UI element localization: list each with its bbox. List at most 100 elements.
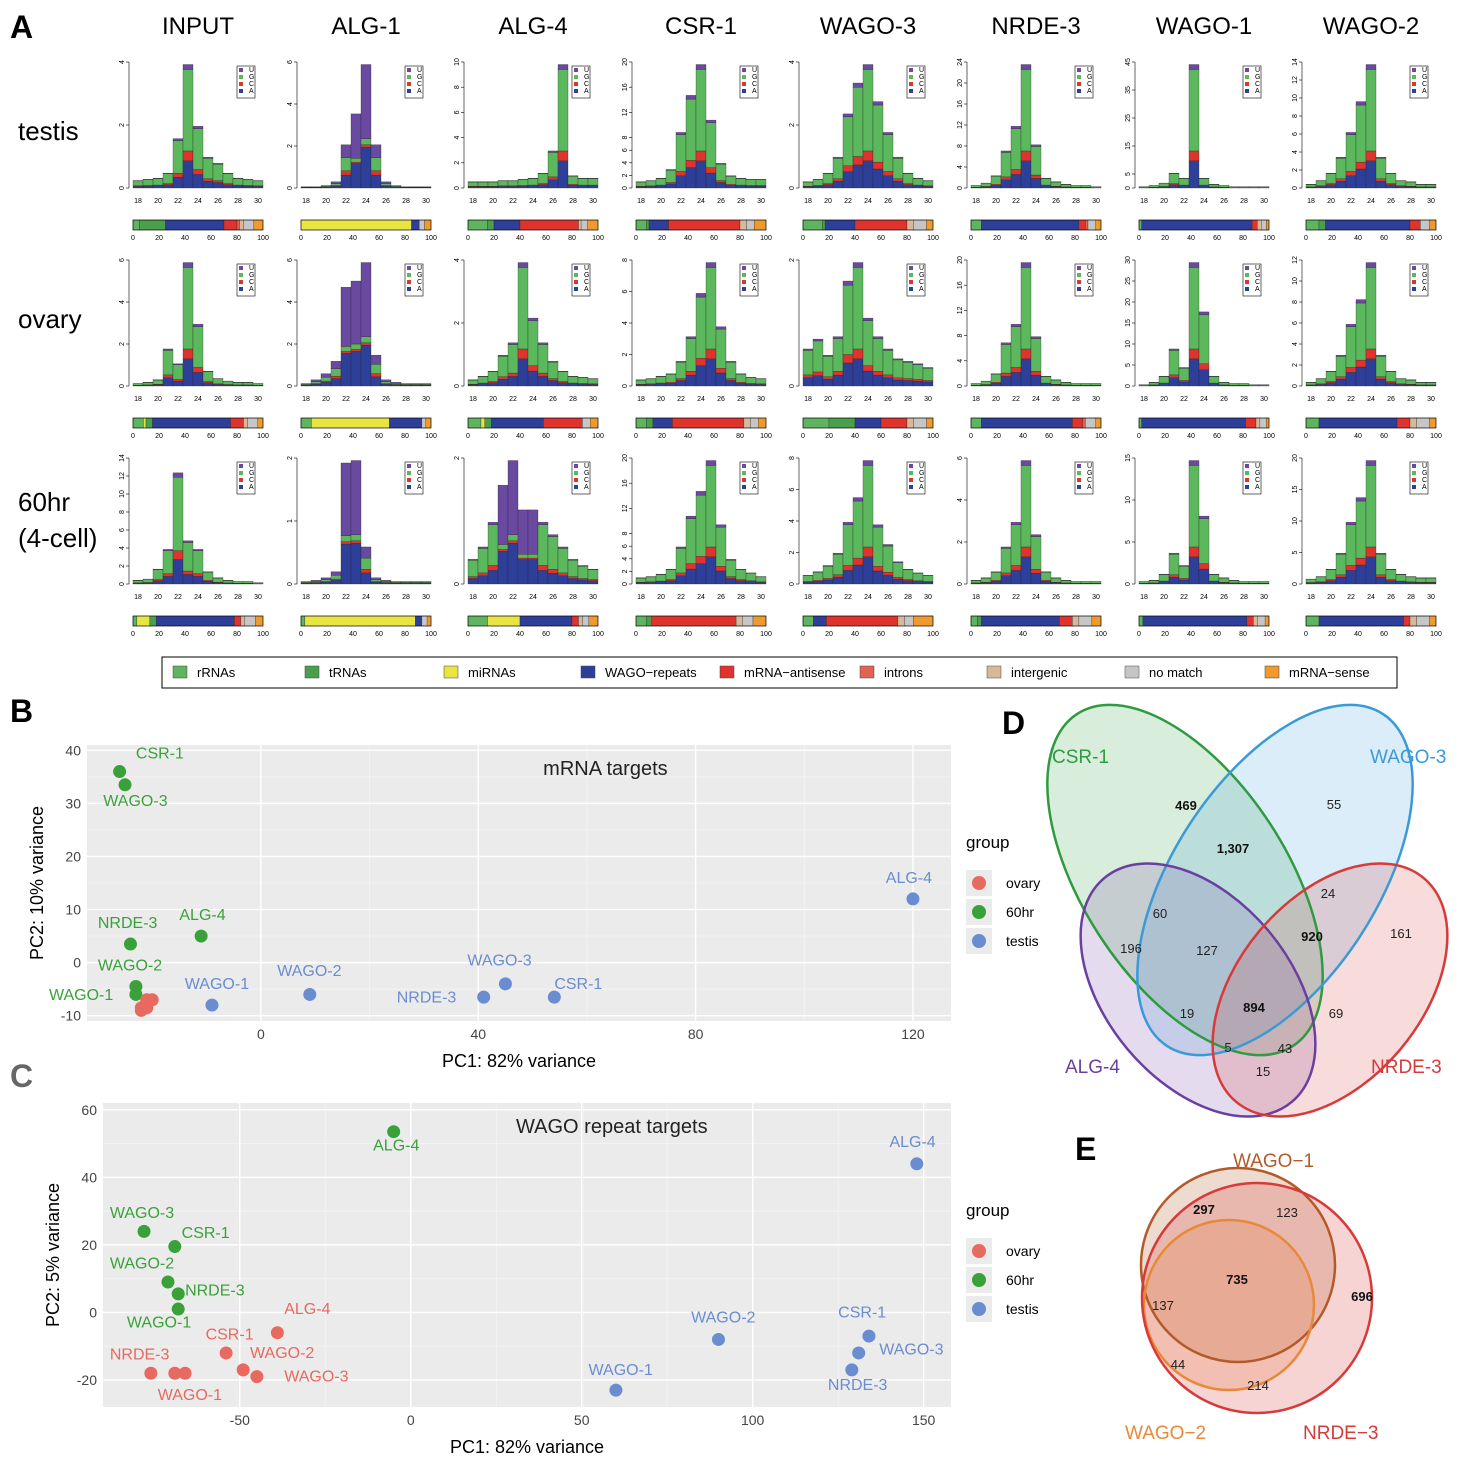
bar-A: [705, 358, 717, 387]
nt-legend-swatch: [742, 273, 746, 277]
x-tick-label: 24: [697, 594, 705, 601]
bar-A: [202, 181, 214, 189]
pct-tick-label: 20: [155, 235, 163, 242]
y-tick-label: 4: [789, 519, 796, 523]
strip-introns: [1082, 417, 1086, 429]
y-tick-label: 2: [119, 342, 126, 346]
bar-A: [655, 383, 667, 387]
nt-legend-label: C: [417, 477, 422, 484]
point-60hr: [113, 765, 127, 779]
pct-tick-label: 40: [349, 433, 357, 440]
nt-legend-label: U: [249, 463, 254, 470]
bar-G: [990, 571, 1002, 581]
strip-tRNA: [145, 417, 153, 429]
x-tick-label: 20: [322, 396, 330, 403]
bar-A: [755, 185, 767, 189]
x-tick-label: 18: [134, 396, 142, 403]
pct-tick-label: 100: [1095, 433, 1107, 440]
y-tick-label: 2: [454, 321, 461, 325]
bar-U: [872, 336, 884, 339]
bar-U: [1355, 299, 1367, 304]
strip-frame: [635, 417, 767, 429]
nt-legend-label: A: [249, 88, 254, 95]
strip-sense: [590, 417, 599, 429]
nt-legend-label: C: [1087, 279, 1092, 286]
bar-U: [162, 348, 174, 351]
pct-tick-label: 60: [877, 433, 885, 440]
strip-antisense: [571, 615, 579, 627]
bar-C: [1365, 348, 1377, 359]
y-tick-label: 0: [287, 384, 294, 388]
bar-G: [1425, 382, 1437, 386]
x-tick-label: 18: [804, 396, 812, 403]
bar-C: [547, 378, 559, 381]
nt-legend-swatch: [909, 273, 913, 277]
bar-G: [587, 569, 599, 580]
bar-U: [1188, 64, 1200, 70]
pct-tick-label: 100: [760, 235, 772, 242]
nt-legend-swatch: [1077, 280, 1081, 284]
nt-legend-swatch: [1077, 82, 1081, 86]
strip-sense: [913, 615, 934, 627]
x-tick-label: 26: [549, 198, 557, 205]
x-tick-label: 26: [884, 594, 892, 601]
strip-rRNA: [300, 417, 312, 429]
bar-C: [1345, 367, 1357, 373]
bar-A: [635, 582, 647, 585]
strip-tRNA: [149, 615, 157, 627]
pct-tick-label: 100: [1430, 235, 1442, 242]
panel-a: INPUT ALG-1 ALG-4 CSR-1 WAGO-3 NRDE-3 WAGO-1 WA…: [18, 13, 1442, 689]
bar-A: [675, 575, 687, 585]
bar-G: [912, 573, 924, 581]
nt-legend-swatch: [574, 273, 578, 277]
bar-A: [477, 186, 489, 189]
x-tick-label: 22: [677, 594, 685, 601]
bar-U: [912, 363, 924, 365]
nt-legend-label: U: [752, 265, 757, 272]
pct-tick-label: 60: [710, 631, 718, 638]
strip-sense: [1264, 615, 1270, 627]
bar-G: [202, 571, 214, 581]
nt-legend-label: U: [1255, 67, 1260, 74]
bar-A: [350, 351, 362, 387]
pct-tick-label: 0: [1304, 631, 1308, 638]
bar-U: [872, 101, 884, 106]
bar-A: [735, 185, 747, 189]
bar-A: [980, 384, 992, 387]
x-tick-label: 30: [1260, 198, 1268, 205]
strip-sense: [1266, 219, 1270, 231]
bar-G: [1345, 134, 1357, 172]
strip-rRNA: [132, 417, 144, 429]
nt-legend-label: G: [1422, 272, 1427, 279]
bar-A: [715, 372, 727, 387]
bar-C: [665, 182, 677, 185]
bar-C: [1385, 183, 1397, 185]
strip-miRNA: [480, 417, 486, 429]
x-tick-label: 26: [549, 594, 557, 601]
bar-A: [1415, 582, 1427, 585]
bar-A: [832, 577, 844, 585]
y-tick-label: 4: [957, 165, 964, 169]
nt-legend-label: G: [1255, 470, 1260, 477]
bar-C: [1325, 579, 1337, 581]
pct-tick-label: 40: [516, 631, 524, 638]
x-tick-label: 26: [1387, 594, 1395, 601]
nt-legend-swatch: [239, 287, 243, 291]
x-tick-label: 26: [884, 396, 892, 403]
bar-G: [1315, 378, 1327, 384]
bar-C: [1325, 183, 1337, 185]
pct-tick-label: 20: [490, 631, 498, 638]
bar-U: [892, 156, 904, 159]
bar-G: [132, 580, 144, 584]
strip-intergenic: [739, 219, 747, 231]
bar-C: [370, 170, 382, 176]
strip-wago: [1325, 219, 1411, 231]
bar-A: [487, 186, 499, 189]
bar-G: [577, 566, 589, 579]
bar-A: [645, 582, 657, 585]
bar-G: [705, 122, 717, 168]
x-tick-label: 24: [529, 594, 537, 601]
pct-tick-label: 40: [1354, 235, 1362, 242]
